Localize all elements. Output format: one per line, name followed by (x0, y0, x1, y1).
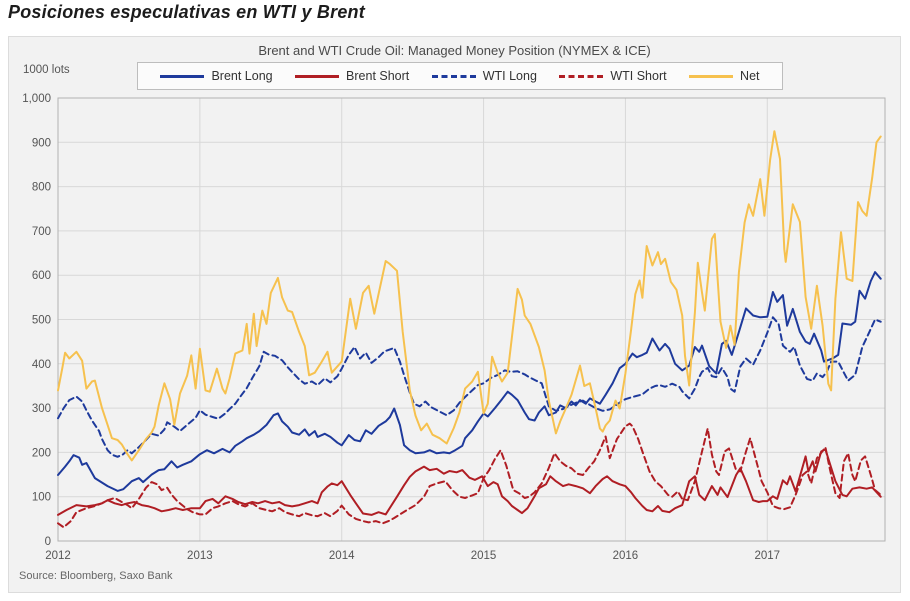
legend-line-swatch-wti-long (431, 74, 476, 78)
x-tick-label: 2015 (471, 550, 497, 562)
y-tick-label: 200 (32, 447, 51, 459)
y-tick-label: 100 (32, 492, 51, 504)
x-tick-label: 2013 (187, 550, 213, 562)
series-line-wti-short (57, 422, 882, 529)
legend-label-net: Net (740, 69, 760, 83)
chart-title: Brent and WTI Crude Oil: Managed Money P… (258, 43, 651, 58)
y-tick-label: 800 (32, 182, 51, 194)
y-tick-label: 1,000 (22, 93, 51, 105)
series-line-wti-long (57, 316, 882, 458)
legend-label-wti-short: WTI Short (610, 69, 667, 83)
series-line-brent-short (57, 448, 882, 516)
legend-label-wti-long: WTI Long (482, 69, 537, 83)
legend-line-swatch-net (689, 74, 734, 78)
legend-line-swatch-wti-short (559, 74, 604, 78)
y-tick-label: 300 (32, 403, 51, 415)
series-line-brent-long (57, 271, 882, 492)
plot-border (57, 97, 886, 542)
chart-legend: Brent Long Brent Short WTI Long WTI Short Ne… (137, 62, 783, 90)
page-title: Posiciones especulativas en WTI y Brent (8, 2, 365, 22)
legend-label-brent-short: Brent Short (346, 69, 410, 83)
legend-label-brent-long: Brent Long (211, 69, 273, 83)
y-tick-label: 0 (45, 536, 51, 548)
legend-item-wti-short[interactable]: WTI Short (559, 69, 667, 83)
legend-item-net[interactable]: Net (689, 69, 760, 83)
y-tick-label: 700 (32, 226, 51, 238)
chart-plot: 0 100 200 300 400 500 600 700 800 900 1,000 2012 201… (22, 93, 886, 562)
x-tick-label: 2012 (45, 550, 71, 562)
y-tick-label: 600 (32, 270, 51, 282)
legend-line-swatch-brent-short (295, 74, 340, 78)
source-note: Source: Bloomberg, Saxo Bank (19, 570, 173, 582)
series-line-net (57, 130, 882, 462)
legend-line-swatch-brent-long (160, 74, 205, 78)
x-tick-label: 2017 (754, 550, 780, 562)
legend-item-wti-long[interactable]: WTI Long (431, 69, 537, 83)
legend-item-brent-short[interactable]: Brent Short (295, 69, 409, 83)
x-tick-label: 2014 (329, 550, 355, 562)
y-axis-unit-label: 1000 lots (23, 64, 70, 76)
x-tick-label: 2016 (613, 550, 639, 562)
chart-card: Brent and WTI Crude Oil: Managed Money P… (8, 36, 901, 593)
y-tick-label: 400 (32, 359, 51, 371)
y-tick-label: 500 (32, 315, 51, 327)
y-tick-label: 900 (32, 137, 51, 149)
legend-item-brent-long[interactable]: Brent Long (160, 69, 273, 83)
